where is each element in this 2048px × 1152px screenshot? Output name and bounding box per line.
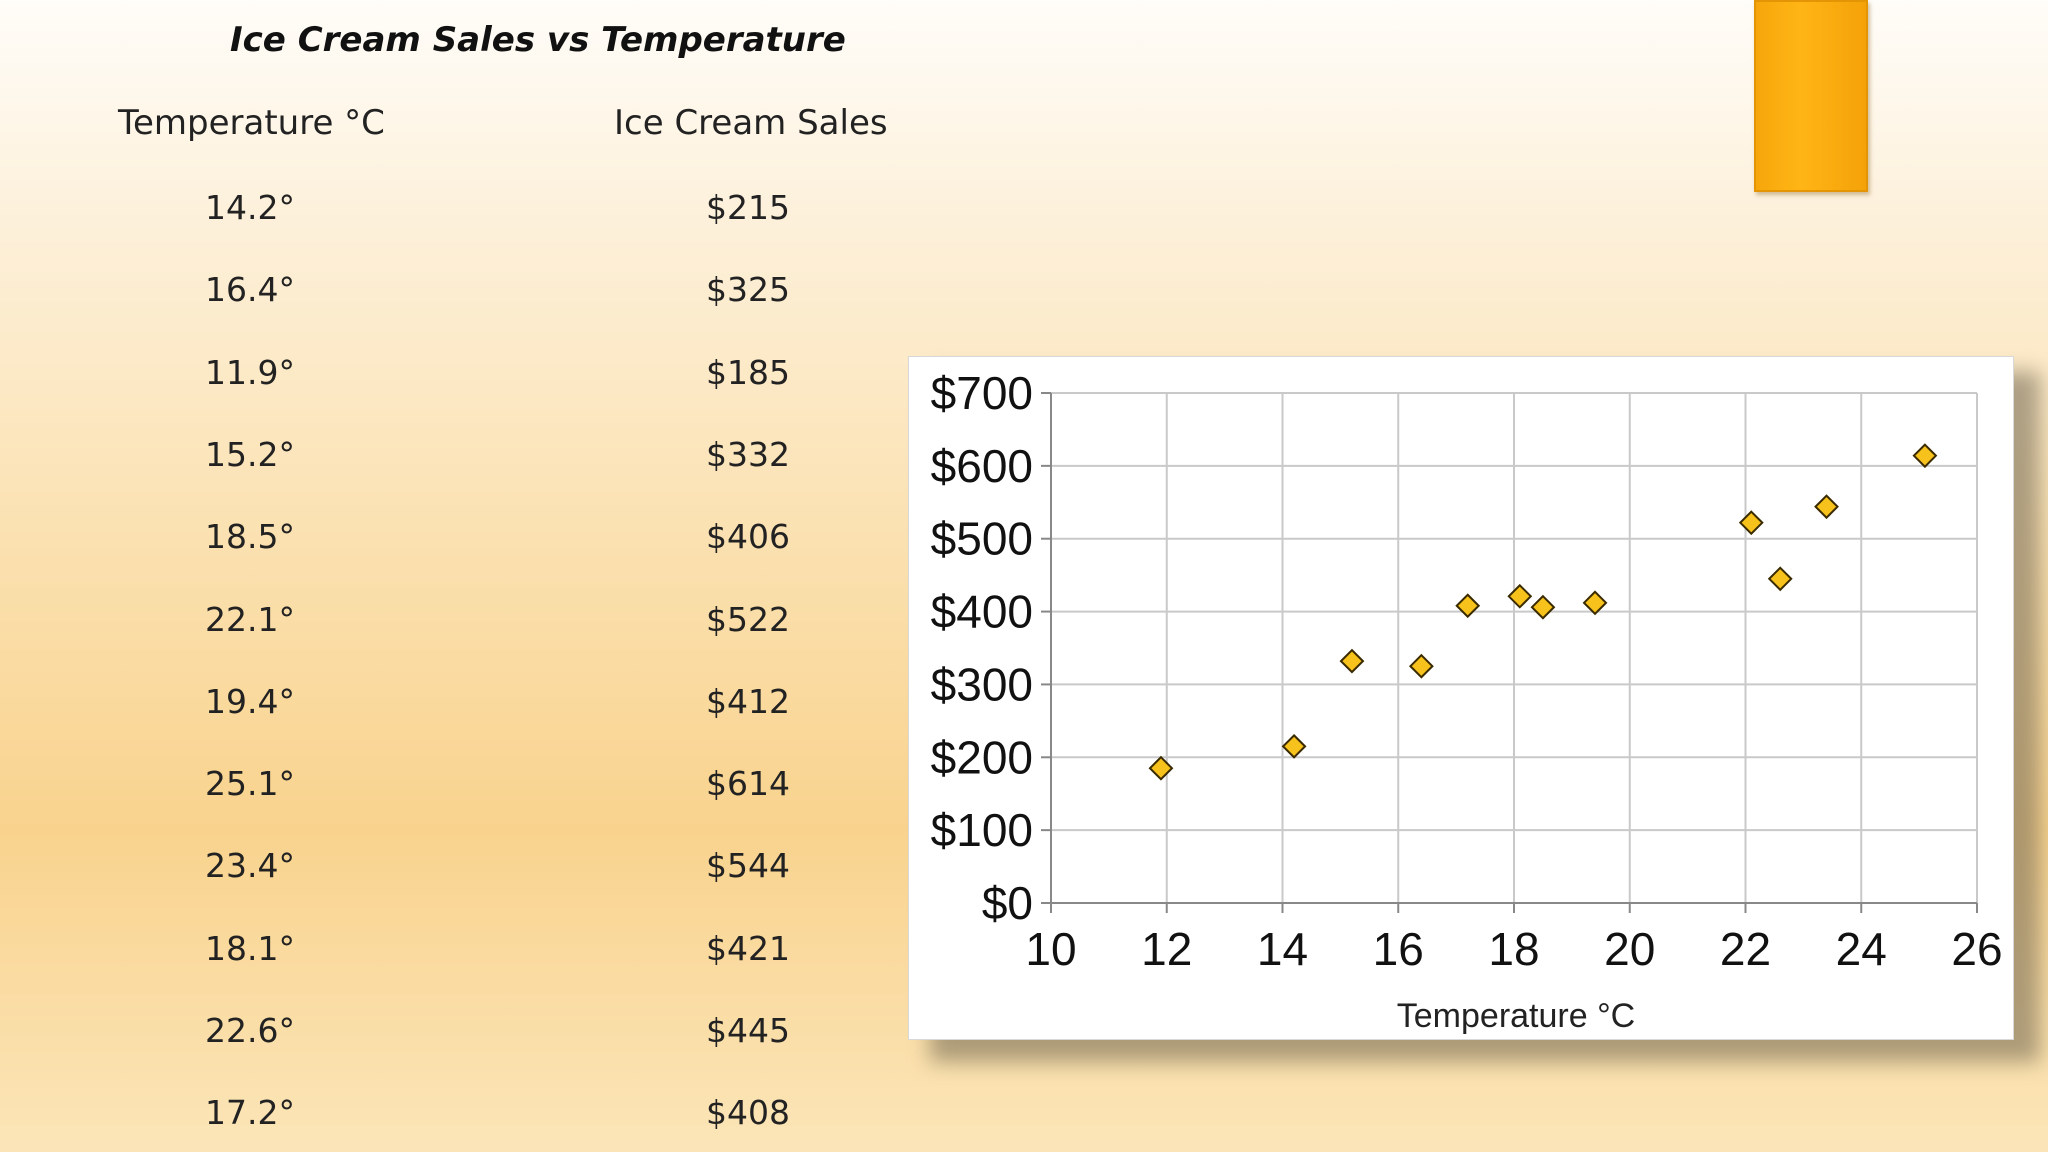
y-tick-label: $600 [931, 440, 1033, 492]
decorative-accent-block [1754, 0, 1868, 192]
table-cell-temperature: 19.4° [205, 681, 295, 721]
x-tick-label: 14 [1257, 923, 1308, 975]
table-cell-sales: $325 [706, 270, 790, 310]
table-cell-sales: $544 [706, 846, 790, 886]
y-tick-label: $700 [931, 367, 1033, 419]
x-tick-label: 18 [1488, 923, 1539, 975]
table-cell-temperature: 22.6° [205, 1011, 295, 1050]
x-tick-label: 16 [1373, 923, 1424, 975]
data-point [1912, 443, 1938, 469]
y-tick-label: $100 [931, 804, 1033, 856]
table-cell-sales: $332 [706, 434, 790, 474]
data-point [1339, 648, 1365, 674]
column-header-temperature: Temperature °C [118, 103, 385, 143]
x-tick-label: 24 [1836, 923, 1887, 975]
data-point [1408, 653, 1434, 679]
x-tick-label: 10 [1025, 923, 1076, 975]
data-point [1281, 733, 1307, 759]
table-cell-temperature: 15.2° [205, 434, 295, 474]
data-point [1530, 594, 1556, 620]
y-tick-label: $300 [931, 658, 1033, 710]
table-cell-sales: $412 [706, 681, 790, 721]
table-cell-sales: $215 [706, 188, 790, 227]
table-cell-temperature: 17.2° [205, 1093, 295, 1133]
scatter-chart: $0 $100 $200 $300 $400 $500 $600 $700 10 12 14 16 18… [931, 367, 2003, 1035]
scatter-chart-panel: $0 $100 $200 $300 $400 $500 $600 $700 10 12 14 16 18… [908, 356, 2014, 1040]
y-tick-label: $400 [931, 586, 1033, 638]
data-point [1507, 583, 1533, 609]
table-cell-temperature: 22.1° [205, 599, 295, 639]
column-header-sales: Ice Cream Sales [614, 103, 888, 143]
table-cell-sales: $421 [706, 928, 790, 968]
table-cell-temperature: 18.5° [205, 517, 295, 557]
table-cell-sales: $408 [706, 1093, 790, 1133]
table-cell-sales: $406 [706, 517, 790, 557]
data-point [1738, 510, 1764, 536]
x-tick-label: 12 [1141, 923, 1192, 975]
table-cell-temperature: 11.9° [205, 352, 295, 392]
table-cell-temperature: 16.4° [205, 270, 295, 310]
table-cell-sales: $445 [706, 1011, 790, 1050]
data-point [1148, 755, 1174, 781]
x-tick-label: 26 [1951, 923, 2002, 975]
x-axis-title: Temperature °C [1397, 997, 1635, 1035]
data-point [1455, 593, 1481, 619]
data-point [1814, 494, 1839, 520]
data-point [1582, 590, 1608, 616]
table-cell-temperature: 14.2° [205, 188, 295, 227]
y-tick-label: $0 [982, 877, 1033, 929]
table-cell-temperature: 25.1° [205, 764, 295, 804]
table-cell-sales: $185 [706, 352, 790, 392]
table-cell-sales: $614 [706, 764, 790, 804]
y-tick-label: $200 [931, 731, 1033, 783]
table-cell-temperature: 18.1° [205, 928, 295, 968]
x-tick-label: 20 [1604, 923, 1655, 975]
x-tick-label: 22 [1720, 923, 1771, 975]
slide-title: Ice Cream Sales vs Temperature [230, 20, 846, 60]
data-point [1767, 566, 1793, 592]
table-cell-temperature: 23.4° [205, 846, 295, 886]
y-tick-label: $500 [931, 513, 1033, 565]
table-cell-sales: $522 [706, 599, 790, 639]
